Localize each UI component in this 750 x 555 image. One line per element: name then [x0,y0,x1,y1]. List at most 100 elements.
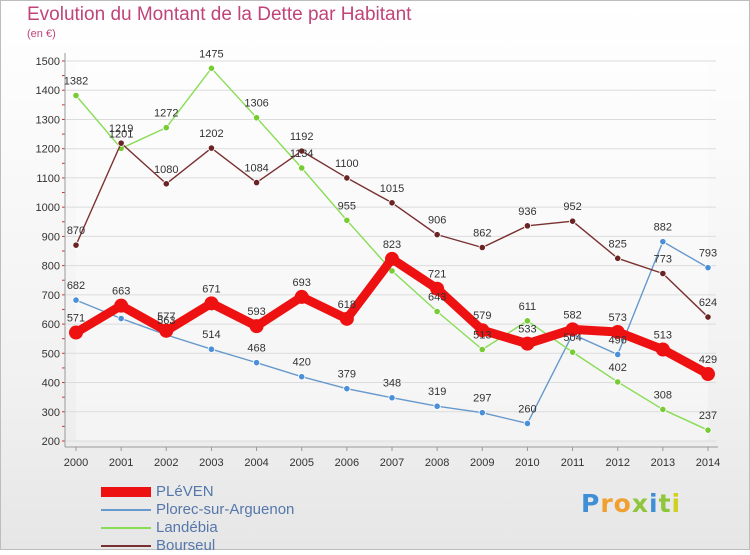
x-tick-label: 2013 [651,457,675,469]
data-point [520,336,535,351]
logo-letter: t [658,489,672,518]
data-label: 579 [473,310,491,322]
data-point [614,350,622,359]
data-label: 952 [563,201,581,213]
data-point [433,307,441,316]
data-point [659,269,667,278]
plot-area [76,61,708,441]
logo-letter: P [581,489,601,518]
data-point [343,385,351,393]
data-label: 582 [563,309,581,321]
y-tick-label: 200 [42,436,60,448]
data-point [433,231,441,239]
data-point [298,373,306,381]
y-tick-label: 900 [42,231,60,243]
x-tick-label: 2011 [561,457,585,469]
data-label: 793 [699,248,717,260]
data-label: 533 [518,324,536,336]
data-label: 643 [428,292,446,304]
data-point [249,319,264,334]
logo-letter: x [631,489,649,518]
data-label: 870 [67,225,85,237]
data-point [72,241,80,249]
data-label: 1272 [154,108,178,120]
data-point [204,296,219,311]
data-label: 577 [157,311,175,323]
data-point [388,267,396,275]
data-label: 513 [654,330,672,342]
x-tick-label: 2001 [109,457,133,469]
data-label: 402 [609,362,627,374]
data-point [207,345,216,353]
data-point [659,238,667,246]
x-tick-label: 2003 [199,457,223,469]
data-point [72,296,80,304]
data-label: 1202 [199,128,223,140]
legend-swatch [101,509,151,511]
y-tick-label: 1400 [36,85,60,97]
x-tick-label: 2000 [64,457,88,469]
data-label: 593 [247,306,265,318]
data-point [117,139,125,147]
data-point [655,342,670,357]
data-label: 1134 [290,148,314,160]
data-label: 297 [473,393,491,405]
chart-title: Evolution du Montant de la Dette par Hab… [27,4,412,25]
data-label: 260 [518,403,536,415]
x-tick-label: 2010 [515,457,539,469]
data-label: 906 [428,215,446,227]
data-label: 1306 [244,98,268,110]
data-point [704,313,712,321]
logo-letter: o [613,489,632,518]
data-label: 496 [609,334,627,346]
data-label: 504 [563,332,581,344]
data-label: 573 [609,312,627,324]
data-label: 1219 [109,123,133,135]
data-point [114,298,129,313]
logo-letter: r [600,489,614,518]
data-label: 308 [654,389,672,401]
legend-label: PLéVEN [156,483,214,500]
data-label: 1084 [244,163,268,175]
x-tick-label: 2009 [470,457,494,469]
data-point [614,378,622,386]
data-label: 1475 [199,48,223,60]
data-label: 693 [293,277,311,289]
data-label: 348 [383,378,401,390]
data-label: 882 [654,222,672,234]
data-label: 624 [699,297,717,309]
data-point [339,311,354,326]
x-tick-label: 2002 [154,457,178,469]
data-label: 468 [247,343,265,355]
data-point [252,114,261,122]
data-point [610,324,625,339]
data-point [704,426,712,434]
y-tick-label: 500 [42,348,60,360]
data-label: 682 [67,280,85,292]
data-point [475,323,490,338]
data-label: 823 [383,239,401,251]
data-point [298,147,306,155]
data-point [343,174,351,182]
data-point [478,409,486,417]
data-label: 611 [519,301,537,313]
legend-label: Bourseul [156,537,216,554]
data-point [565,322,580,337]
data-point [343,216,351,224]
data-point [478,243,486,252]
y-tick-label: 400 [42,378,60,390]
y-tick-label: 1500 [36,56,60,68]
data-point [294,289,309,304]
data-point [568,348,577,356]
data-point [523,222,532,230]
data-label: 379 [338,369,356,381]
y-tick-label: 300 [42,407,60,419]
data-label: 513 [473,330,491,342]
data-point [523,419,532,428]
data-label: 420 [293,357,311,369]
y-tick-label: 1300 [36,114,60,126]
legend-swatch [101,487,151,497]
x-tick-label: 2007 [380,457,404,469]
data-label: 1100 [335,158,359,170]
logo-letter: i [671,489,682,518]
